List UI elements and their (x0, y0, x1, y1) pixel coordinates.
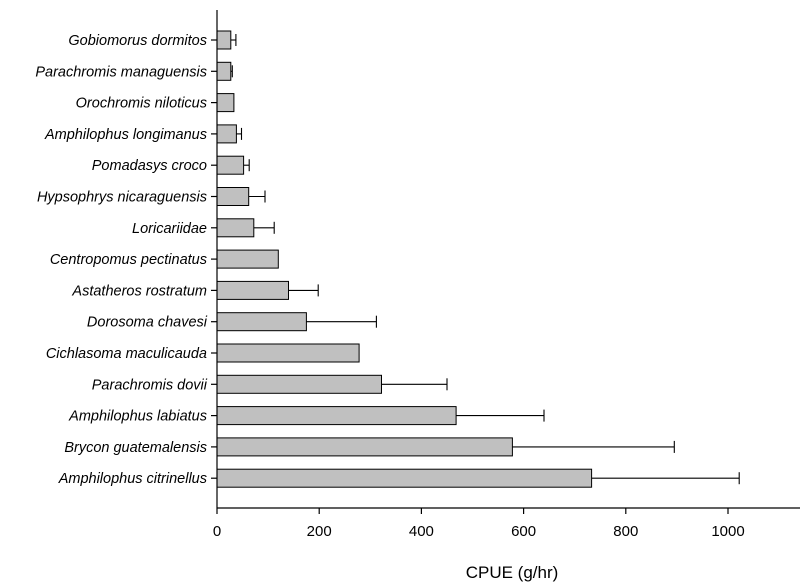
category-label: Brycon guatemalensis (64, 440, 207, 456)
error-bar (243, 159, 250, 172)
x-axis-title: CPUE (g/hr) (466, 563, 559, 582)
error-bar (253, 221, 275, 234)
category-label: Gobiomorus dormitos (68, 33, 207, 49)
x-tick-label: 200 (307, 523, 332, 540)
error-bars-layer (230, 34, 740, 485)
bar (216, 312, 307, 332)
error-bar (591, 472, 740, 485)
bar (216, 155, 245, 175)
category-label: Amphilophus citrinellus (58, 471, 207, 487)
error-bar (236, 127, 243, 140)
category-label: Hypsophrys nicaraguensis (37, 190, 207, 206)
bar (216, 280, 289, 300)
bar (216, 437, 513, 457)
bar (216, 468, 593, 488)
category-label: Cichlasoma maculicauda (46, 346, 207, 362)
category-label: Astatheros rostratum (71, 283, 207, 299)
bar (216, 343, 360, 363)
category-label: Orochromis niloticus (76, 96, 207, 112)
error-bar (288, 284, 319, 297)
category-label: Parachromis dovii (92, 377, 208, 393)
error-bar (456, 409, 545, 422)
error-bar (381, 378, 448, 391)
error-bar (248, 190, 266, 203)
bar (216, 124, 237, 144)
bar (216, 187, 250, 206)
x-ticks: 0 200 400 600 800 1000 (213, 508, 745, 540)
axes-layer (216, 10, 800, 509)
error-bar (230, 34, 237, 46)
x-tick-label: 600 (511, 523, 536, 540)
category-labels: Gobiomorus dormitos Parachromis managuens… (35, 33, 217, 487)
category-label: Loricariidae (132, 221, 207, 237)
category-label: Amphilophus labiatus (68, 409, 207, 425)
bar (216, 249, 279, 269)
category-label: Parachromis managuensis (35, 64, 207, 80)
bar (216, 218, 255, 238)
error-bar (230, 65, 233, 78)
error-bar (512, 440, 675, 453)
bar (216, 374, 382, 394)
bar (216, 30, 232, 50)
category-label: Pomadasys croco (92, 158, 207, 174)
x-tick-label: 800 (613, 523, 638, 540)
category-label: Dorosoma chavesi (87, 315, 208, 331)
category-label: Amphilophus longimanus (44, 127, 207, 143)
x-tick-label: 1000 (711, 523, 744, 540)
x-tick-label: 400 (409, 523, 434, 540)
bar (216, 61, 232, 81)
error-bar (306, 315, 377, 328)
bar (216, 406, 457, 426)
category-label: Centropomus pectinatus (50, 252, 207, 268)
x-tick-label: 0 (213, 523, 221, 540)
bars-layer (216, 30, 593, 488)
bar (216, 93, 235, 113)
